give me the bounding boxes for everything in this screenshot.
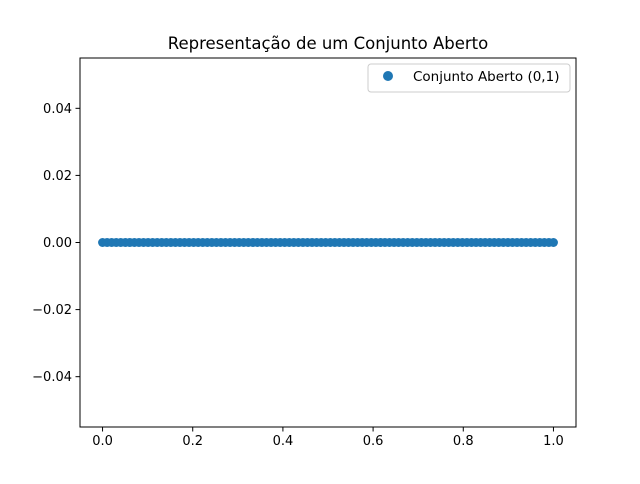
chart-title: Representação de um Conjunto Aberto: [168, 34, 489, 53]
legend: Conjunto Aberto (0,1): [367, 63, 571, 93]
x-axis-ticks: 0.0 0.2 0.4 0.6 0.8 1.0: [92, 427, 564, 449]
y-axis-ticks: 0.04 0.02 0.00 −0.02 −0.04: [32, 102, 80, 385]
x-tick-label: 0.0: [92, 434, 113, 449]
y-tick-label: 0.00: [43, 236, 72, 251]
data-point: [548, 238, 558, 247]
y-tick-label: −0.04: [32, 370, 72, 385]
x-tick-label: 0.8: [453, 434, 474, 449]
points-layer: [98, 238, 558, 247]
x-tick-label: 0.6: [363, 434, 384, 449]
x-tick-label: 0.4: [273, 434, 294, 449]
x-tick-label: 0.2: [182, 434, 203, 449]
y-tick-label: −0.02: [32, 303, 72, 318]
legend-box: [367, 63, 571, 93]
y-tick-label: 0.04: [43, 102, 72, 117]
legend-marker: [383, 71, 393, 81]
legend-label: Conjunto Aberto (0,1): [413, 69, 559, 85]
x-tick-label: 1.0: [543, 434, 564, 449]
y-tick-label: 0.02: [43, 169, 72, 184]
